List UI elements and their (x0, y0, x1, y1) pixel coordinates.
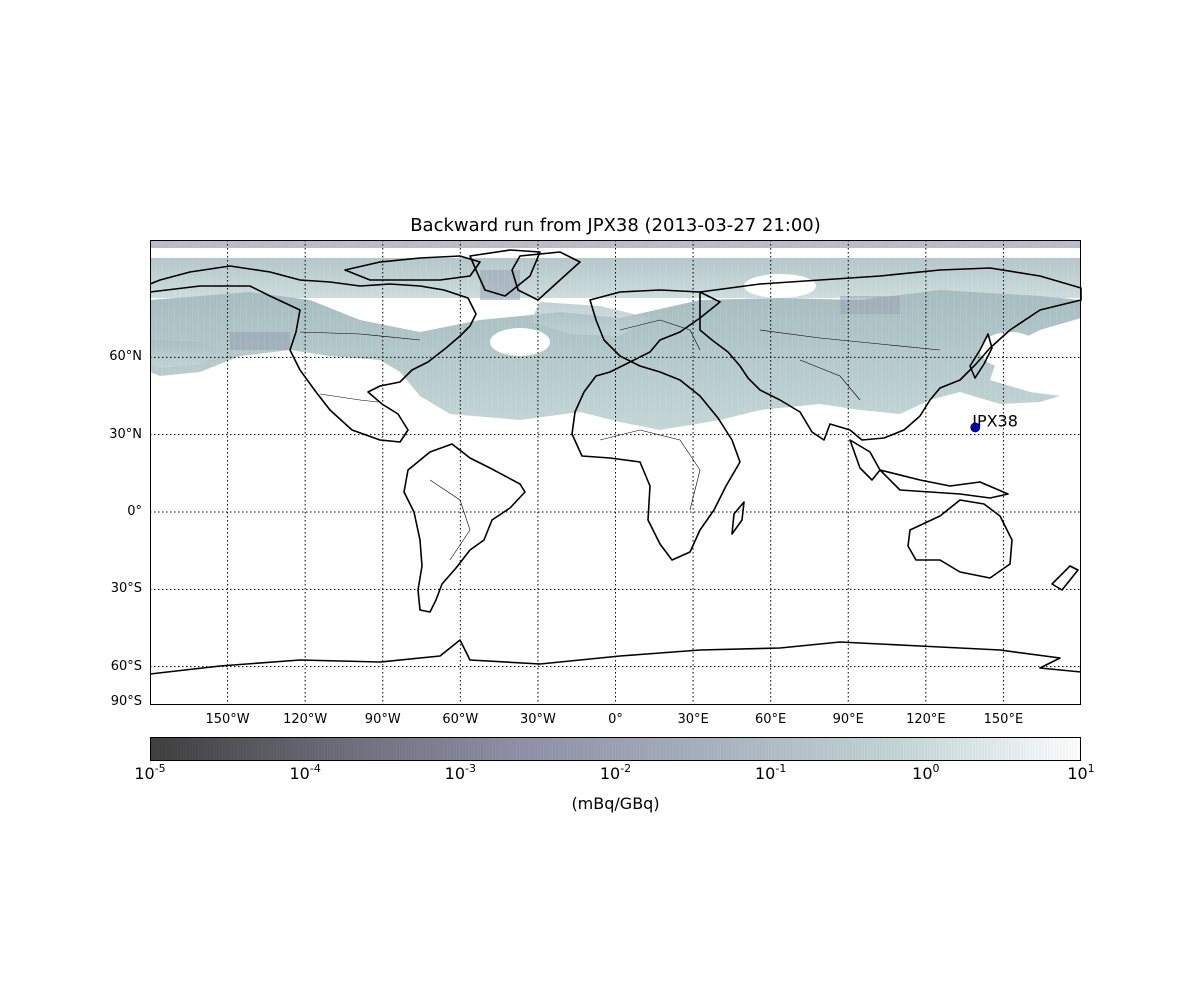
map-frame (150, 240, 1081, 705)
lon-label: 90°E (832, 712, 864, 727)
tick-base: 10 (754, 764, 776, 783)
tick-base: 10 (1067, 764, 1088, 783)
lat-label: 60°N (109, 349, 142, 365)
lat-label: 30°N (109, 426, 142, 442)
colorbar-tick-label: 10-5 (110, 762, 190, 784)
lon-label: 120°E (906, 712, 946, 727)
station-label: JPX38 (971, 411, 1018, 430)
tick-base: 10 (912, 764, 933, 783)
station-marker (970, 422, 981, 433)
colorbar-tick-label: 101 (1041, 762, 1121, 784)
lon-label: 30°W (519, 712, 556, 727)
tick-exponent: -1 (775, 762, 787, 775)
lat-label: 30°S (110, 581, 142, 597)
lat-label: 90°S (110, 694, 142, 709)
tick-base: 10 (444, 764, 466, 783)
lat-label: 60°S (110, 658, 142, 674)
colorbar-unit: (mBq/GBq) (571, 794, 660, 813)
tick-exponent: -3 (465, 762, 476, 775)
lon-label: 30°E (677, 712, 709, 727)
tick-exponent: -5 (154, 762, 166, 775)
lon-label: 150°W (205, 712, 250, 727)
lon-label: 0° (608, 712, 623, 727)
lon-label: 120°W (283, 712, 328, 727)
map-title: Backward run from JPX38 (2013-03-27 21:0… (410, 215, 821, 236)
tick-exponent: 1 (1087, 762, 1095, 775)
tick-exponent: 0 (932, 762, 940, 775)
colorbar-tick-label: 10-1 (731, 762, 811, 784)
colorbar-tick-label: 10-3 (420, 762, 500, 784)
tick-exponent: -2 (620, 762, 632, 775)
lon-label: 90°W (364, 712, 401, 727)
tick-base: 10 (289, 764, 310, 783)
coastlines (149, 249, 1082, 675)
lon-label: 60°W (442, 712, 479, 727)
colorbar-tick-label: 10-2 (576, 762, 656, 784)
tick-exponent: -4 (309, 762, 321, 775)
lat-label: 0° (127, 504, 142, 519)
lon-label: 150°E (983, 712, 1024, 727)
colorbar-tick-label: 100 (886, 762, 966, 784)
colorbar (150, 737, 1081, 761)
colorbar-bands (151, 738, 1080, 760)
graticule (150, 240, 1081, 704)
tick-base: 10 (134, 764, 155, 783)
lon-label: 60°E (755, 712, 787, 727)
tick-base: 10 (599, 764, 621, 783)
colorbar-tick-label: 10-4 (265, 762, 345, 784)
